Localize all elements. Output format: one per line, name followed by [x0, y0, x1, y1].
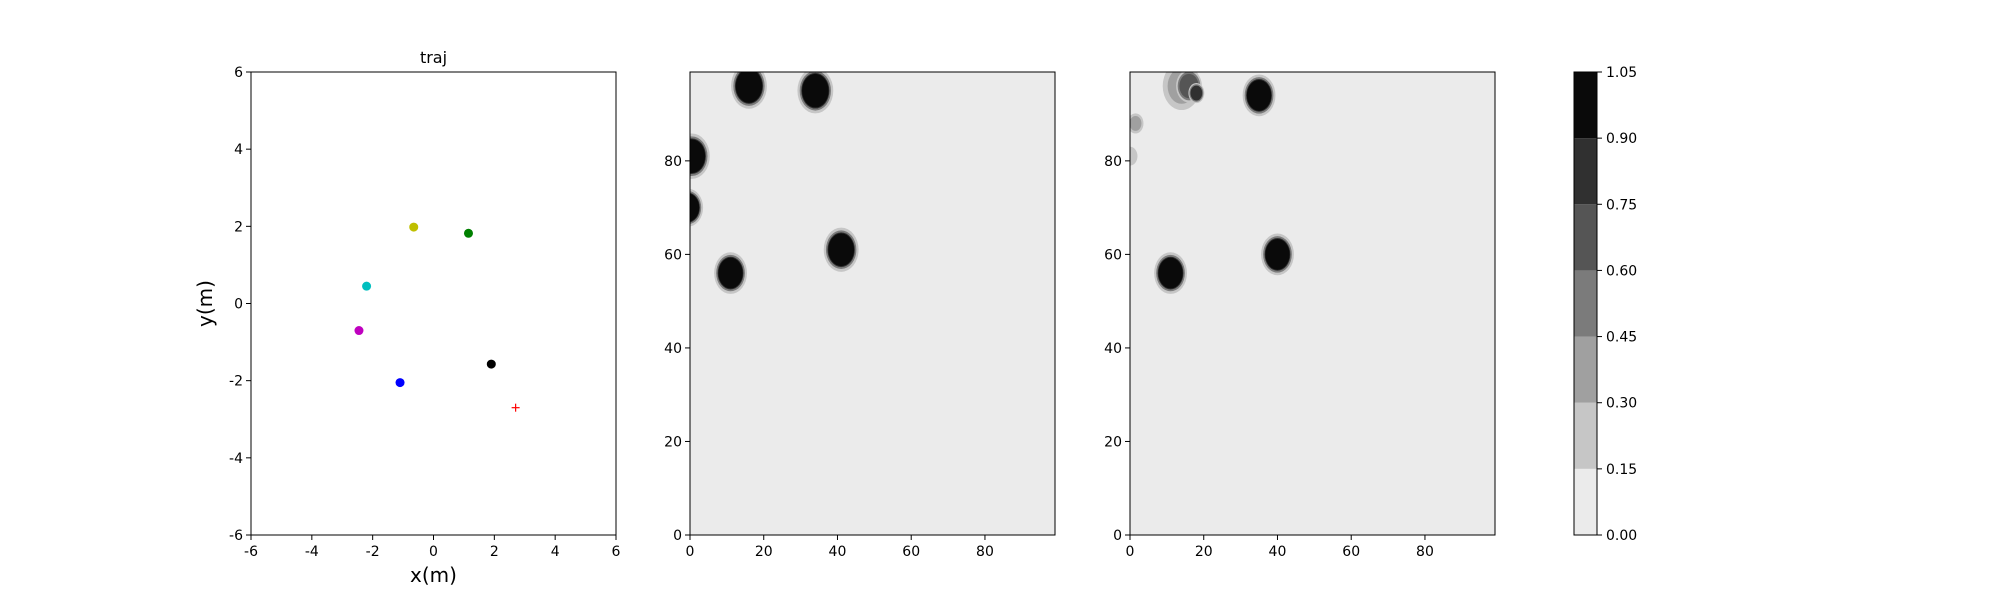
x-tick-label: -4: [305, 544, 319, 560]
traj-panel: traj -6 -4 -2 0 2 4 6 -6 -4 -2 0 2 4 6 x(m) y(m): [193, 48, 621, 587]
scatter-point: [463, 228, 473, 238]
heatmap-blob: [1261, 233, 1294, 276]
colorbar-tick-label: 1.05: [1606, 65, 1637, 81]
y-tick-label: 4: [234, 142, 243, 158]
traj-title: traj: [420, 48, 447, 67]
y-tick-label: 0: [234, 297, 243, 313]
colorbar-band: [1574, 468, 1597, 535]
y-tick-label: 2: [234, 219, 243, 235]
heatmap-2-y-ticks: 0 20 40 60 80: [1104, 154, 1130, 544]
colorbar: 0.00 0.15 0.30 0.45 0.60 0.75 0.90 1.05: [1573, 65, 1637, 544]
colorbar-band: [1574, 204, 1597, 271]
colorbar-tick-label: 0.30: [1606, 396, 1637, 412]
x-tick-label: 40: [1269, 544, 1287, 560]
traj-y-ticks: -6 -4 -2 0 2 4 6: [229, 65, 251, 544]
traj-x-axis-label: x(m): [410, 563, 457, 587]
x-tick-label: 0: [429, 544, 438, 560]
scatter-point: [409, 222, 419, 232]
heatmap-blob: [823, 227, 859, 272]
colorbar-band: [1574, 72, 1597, 139]
y-tick-label: 60: [1104, 247, 1122, 263]
heatmap-blob: [731, 72, 767, 109]
x-tick-label: 4: [551, 544, 560, 560]
heatmap-1-y-ticks: 0 20 40 60 80: [664, 154, 690, 544]
colorbar-tick-label: 0.45: [1606, 330, 1637, 346]
colorbar-ticks: 0.00 0.15 0.30 0.45 0.60 0.75 0.90 1.05: [1597, 65, 1637, 544]
heatmap-blob: [1130, 146, 1138, 166]
heatmap-1-x-ticks: 0 20 40 60 80: [686, 535, 994, 560]
colorbar-band: [1574, 270, 1597, 337]
traj-plot-area: [251, 72, 616, 535]
x-tick-label: 60: [902, 544, 920, 560]
heatmap-2-x-ticks: 0 20 40 60 80: [1126, 535, 1434, 560]
x-tick-label: 40: [829, 544, 847, 560]
heatmap-1-blobs: [690, 72, 859, 294]
x-tick-label: 80: [976, 544, 994, 560]
y-tick-label: 20: [664, 434, 682, 450]
colorbar-tick-label: 0.15: [1606, 462, 1637, 478]
y-tick-label: 60: [664, 247, 682, 263]
x-tick-label: 0: [686, 544, 695, 560]
y-tick-label: 0: [673, 528, 682, 544]
traj-points: [354, 222, 520, 412]
heatmap-blob: [690, 188, 704, 227]
colorbar-tick-label: 0.60: [1606, 263, 1637, 279]
scatter-point: [486, 359, 496, 369]
y-tick-label: -6: [229, 528, 243, 544]
scatter-point: [395, 378, 405, 388]
traj-y-axis-label: y(m): [193, 280, 217, 327]
y-tick-label: 40: [664, 341, 682, 357]
heatmap-1-background: [690, 72, 1055, 535]
heatmap-2-blobs: [1130, 72, 1294, 294]
scatter-point-plus: [511, 403, 520, 412]
y-tick-label: 6: [234, 65, 243, 81]
y-tick-label: 80: [664, 154, 682, 170]
y-tick-label: 40: [1104, 341, 1122, 357]
x-tick-label: 20: [755, 544, 773, 560]
heatmap-blob: [1154, 252, 1187, 294]
heatmap-blob: [1188, 82, 1205, 104]
x-tick-label: 6: [612, 544, 621, 560]
scatter-point: [362, 281, 372, 291]
x-tick-label: -2: [366, 544, 380, 560]
colorbar-band: [1574, 138, 1597, 205]
x-tick-label: 20: [1195, 544, 1213, 560]
y-tick-label: -4: [229, 451, 243, 467]
heatmap-blob: [1242, 74, 1276, 117]
colorbar-band: [1574, 336, 1597, 403]
heatmap-blob: [714, 252, 747, 294]
y-tick-label: 20: [1104, 434, 1122, 450]
heatmap-2-axes-frame: [1129, 71, 1496, 536]
scatter-point: [354, 326, 364, 336]
colorbar-frame: [1573, 71, 1598, 536]
colorbar-tick-label: 0.75: [1606, 197, 1637, 213]
heatmap-1-axes-frame: [689, 71, 1056, 536]
colorbar-band: [1574, 402, 1597, 469]
x-tick-label: 0: [1126, 544, 1135, 560]
heatmap-blob: [797, 72, 834, 114]
colorbar-tick-label: 0.00: [1606, 528, 1637, 544]
heatmap-2-background: [1130, 72, 1495, 535]
x-tick-label: 80: [1416, 544, 1434, 560]
y-tick-label: 0: [1113, 528, 1122, 544]
colorbar-tick-label: 0.90: [1606, 131, 1637, 147]
x-tick-label: 60: [1342, 544, 1360, 560]
x-tick-label: 2: [490, 544, 499, 560]
heatmap-panel-1: 0 20 40 60 80 0 20 40 60 80: [664, 71, 1056, 560]
colorbar-bands: [1574, 72, 1597, 535]
x-tick-label: -6: [244, 544, 258, 560]
traj-x-ticks: -6 -4 -2 0 2 4 6: [244, 535, 621, 560]
y-tick-label: -2: [229, 374, 243, 390]
y-tick-label: 80: [1104, 154, 1122, 170]
heatmap-blob: [690, 133, 710, 179]
heatmap-blob: [1130, 113, 1144, 134]
heatmap-panel-2: 0 20 40 60 80 0 20 40 60 80: [1104, 71, 1496, 560]
